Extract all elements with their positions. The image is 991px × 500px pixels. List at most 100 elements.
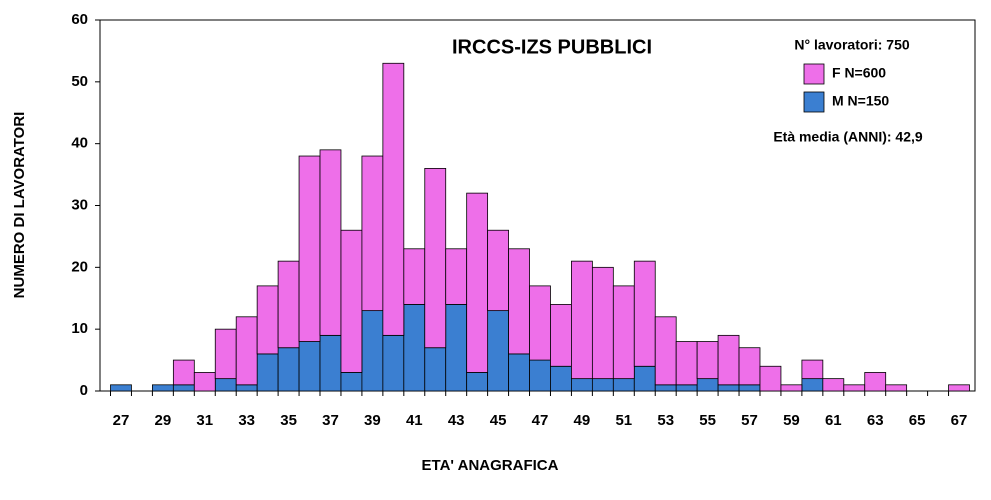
bar [361,310,384,392]
x-tick-label: 31 [196,412,213,429]
annotation: Età media (ANNI): 42,9 [773,129,923,145]
y-axis-title: NUMERO DI LAVORATORI [11,112,28,299]
bar [571,260,593,380]
bar [550,365,572,392]
x-tick-label: 65 [909,412,926,429]
bar [445,248,468,305]
x-tick-label: 49 [574,412,591,429]
bar [340,229,363,373]
y-tick-label: 30 [71,196,88,213]
bar [633,365,656,392]
bar [591,378,614,392]
bar [277,347,300,392]
bar [214,378,237,392]
y-tick-label: 20 [71,258,88,275]
x-tick-label: 29 [155,412,172,429]
bar [696,378,719,392]
bar [235,384,258,392]
bar [801,378,824,392]
chart-title: IRCCS-IZS PUBBLICI [452,36,652,58]
bar [633,260,656,367]
bar [591,266,614,380]
x-tick-label: 47 [532,412,549,429]
bar [717,384,740,392]
bar [571,378,593,392]
bar [319,334,342,392]
legend-label: F N=600 [832,65,886,81]
x-tick-label: 67 [951,412,968,429]
bar [466,192,489,373]
bar [382,62,405,336]
bar [172,359,195,386]
bar [654,316,677,386]
bar [110,384,132,392]
bar [424,167,447,349]
bar [843,384,866,392]
x-tick-label: 57 [741,412,758,429]
x-tick-label: 59 [783,412,800,429]
bar [801,359,824,380]
bar [612,285,635,380]
x-tick-label: 33 [238,412,255,429]
y-tick-label: 40 [71,135,88,152]
bar [738,384,761,392]
bar [298,155,321,342]
bar [508,248,530,355]
y-tick-label: 10 [71,320,88,337]
bar [675,384,698,392]
bar [717,334,740,386]
bar [780,384,803,392]
bar [445,304,468,392]
annotation: N° lavoratori: 750 [794,37,910,53]
bar [152,384,174,392]
bar [256,353,279,392]
bar [487,229,509,312]
x-tick-label: 53 [657,412,674,429]
bar [172,384,195,392]
x-tick-label: 37 [322,412,339,429]
bar [256,285,279,355]
x-tick-label: 43 [448,412,465,429]
bar [864,372,887,392]
bar [738,347,761,386]
bar [822,378,845,392]
bar [277,260,300,349]
bar [508,353,530,392]
bar [696,341,719,380]
legend-swatch [803,91,825,113]
bar [529,285,551,361]
bar [529,359,551,392]
bar [214,328,237,380]
bar [424,347,447,392]
legend-label: M N=150 [832,93,889,109]
y-tick-label: 50 [71,73,88,90]
bar [487,310,509,392]
bar [948,384,970,392]
x-tick-label: 63 [867,412,884,429]
bar [403,304,426,392]
bar [654,384,677,392]
x-tick-label: 35 [280,412,297,429]
bar [382,334,405,392]
bar [675,341,698,386]
x-tick-label: 55 [699,412,716,429]
legend-swatch [803,63,825,85]
bar [550,304,572,367]
x-tick-label: 45 [490,412,507,429]
bar [466,372,489,392]
bar [612,378,635,392]
bar [319,149,342,336]
x-tick-label: 41 [406,412,423,429]
x-tick-label: 51 [615,412,632,429]
x-axis-title: ETA' ANAGRAFICA [422,457,559,474]
bar [340,372,363,392]
bar [403,248,426,305]
bar [885,384,908,392]
x-tick-label: 61 [825,412,842,429]
x-tick-label: 39 [364,412,381,429]
y-tick-label: 60 [71,11,88,28]
bar [361,155,384,312]
bar [298,341,321,392]
bar [759,365,782,392]
